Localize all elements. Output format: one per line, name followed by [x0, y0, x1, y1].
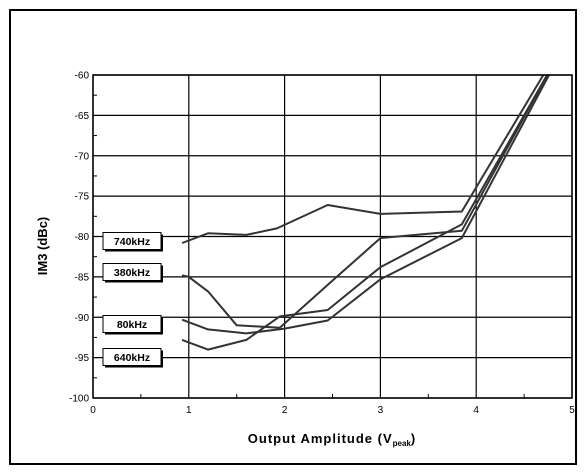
callout-box	[102, 348, 162, 366]
x-tick-label: 4	[473, 405, 479, 416]
callout-380khz: 380kHz	[102, 263, 163, 283]
callout-80khz: 80kHz	[102, 315, 163, 335]
x-axis-title: Output Amplitude (Vpeak)	[248, 431, 416, 448]
callout-label: 380kHz	[114, 267, 150, 279]
callout-label: 640kHz	[114, 352, 150, 364]
callout-640khz: 640kHz	[102, 348, 163, 368]
callout-740khz: 740kHz	[102, 232, 163, 252]
x-tick-label: 2	[282, 405, 288, 416]
callout-box	[102, 263, 162, 281]
x-axis-title-subscript: peak	[393, 439, 412, 448]
series-line-640khz	[181, 75, 548, 351]
x-tick-label: 5	[569, 405, 575, 416]
y-tick-label: -75	[75, 192, 90, 203]
x-axis-title-main: Output Amplitude (V	[248, 431, 393, 446]
y-tick-label: -85	[75, 272, 90, 283]
x-tick-label: 0	[90, 405, 96, 416]
series-callouts: 740kHz 380kHz 80kHz 640kHz	[102, 232, 163, 368]
grid	[92, 74, 573, 399]
callout-label: 80kHz	[117, 319, 147, 331]
chart-frame	[9, 9, 577, 465]
x-tick-label: 3	[378, 405, 384, 416]
y-tick-label: -70	[75, 151, 90, 162]
callout-label: 740kHz	[114, 236, 150, 248]
callout-box	[102, 232, 162, 250]
series-line-740khz	[181, 75, 545, 244]
series-line-380khz	[181, 75, 548, 329]
y-axis-title: IM3 (dBc)	[35, 217, 50, 276]
x-axis-title-end: )	[411, 431, 416, 446]
y-tick-label: -60	[75, 71, 90, 82]
x-tick-label: 1	[186, 405, 192, 416]
axis-ticks: 0 1 2 3 4 5 -60 -65 -70 -75 -80 -85 -90 -95 -100	[69, 71, 575, 417]
y-tick-label: -65	[75, 111, 90, 122]
y-tick-label: -100	[69, 394, 89, 405]
y-tick-label: -80	[75, 232, 90, 243]
series-lines	[181, 75, 550, 351]
callout-box	[102, 315, 162, 333]
y-tick-label: -95	[75, 353, 90, 364]
series-line-80khz	[181, 75, 550, 335]
y-tick-label: -90	[75, 313, 90, 324]
